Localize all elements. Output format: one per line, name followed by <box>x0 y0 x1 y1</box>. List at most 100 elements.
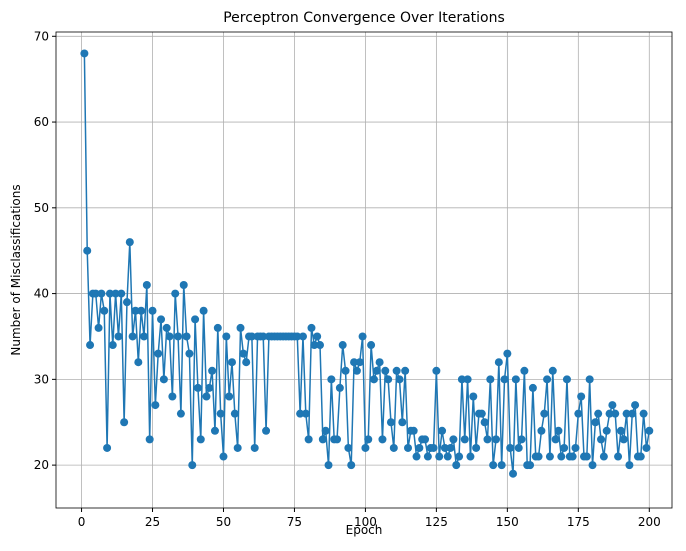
data-point <box>619 435 628 444</box>
data-point <box>367 341 376 350</box>
data-point <box>242 358 251 367</box>
data-point <box>369 375 378 384</box>
data-point <box>361 443 370 452</box>
data-point <box>636 452 645 461</box>
plot-frame <box>55 31 673 509</box>
data-point <box>154 349 163 358</box>
data-point <box>293 332 302 341</box>
data-point <box>582 452 591 461</box>
data-point <box>500 375 509 384</box>
x-tick-label: 100 <box>354 515 377 529</box>
data-point <box>398 418 407 427</box>
data-point <box>352 366 361 375</box>
data-point <box>568 452 577 461</box>
data-point <box>503 349 512 358</box>
data-point <box>230 409 239 418</box>
data-point <box>307 323 316 332</box>
data-point <box>628 409 637 418</box>
data-point <box>111 289 120 298</box>
data-point <box>250 443 259 452</box>
data-point <box>440 443 449 452</box>
data-point <box>404 443 412 452</box>
data-point <box>321 426 330 435</box>
data-point <box>86 341 95 350</box>
data-point <box>384 375 393 384</box>
y-tick-label: 50 <box>34 201 49 215</box>
data-point <box>313 332 322 341</box>
data-point <box>91 289 100 298</box>
data-point <box>108 341 117 350</box>
data-point <box>162 323 171 332</box>
data-point <box>639 409 648 418</box>
data-point <box>381 366 390 375</box>
data-point <box>296 409 305 418</box>
data-point <box>301 409 310 418</box>
data-point <box>642 443 651 452</box>
data-point <box>614 452 623 461</box>
data-point <box>389 443 398 452</box>
data-point <box>262 426 271 435</box>
data-point <box>80 49 89 58</box>
data-point <box>145 435 154 444</box>
x-tick-label: 50 <box>216 515 231 529</box>
data-point <box>449 435 458 444</box>
data-point <box>188 461 197 470</box>
data-point <box>134 358 143 367</box>
x-tick-label: 0 <box>78 515 86 529</box>
data-point <box>480 418 489 427</box>
data-point <box>625 461 634 470</box>
y-tick-label: 40 <box>34 287 49 301</box>
data-point <box>497 461 506 470</box>
data-point <box>412 452 421 461</box>
data-point <box>114 332 123 341</box>
data-point <box>210 426 219 435</box>
y-tick-label: 30 <box>34 372 49 386</box>
data-point <box>304 435 313 444</box>
x-tick-label: 125 <box>425 515 448 529</box>
data-point <box>103 443 112 452</box>
data-point <box>528 383 537 392</box>
data-point <box>117 289 126 298</box>
data-point <box>327 375 336 384</box>
data-point <box>571 443 580 452</box>
data-point <box>94 323 103 332</box>
data-point <box>446 443 455 452</box>
data-point <box>551 435 560 444</box>
data-point <box>375 358 384 367</box>
data-point <box>122 298 131 307</box>
data-point <box>452 461 461 470</box>
data-point <box>386 418 395 427</box>
data-point <box>128 332 137 341</box>
chart-title: Perceptron Convergence Over Iterations <box>223 10 505 26</box>
data-point <box>350 358 359 367</box>
data-point <box>588 461 597 470</box>
data-point <box>460 435 469 444</box>
data-point <box>395 375 404 384</box>
data-point <box>202 392 211 401</box>
data-point <box>423 452 432 461</box>
data-point <box>492 435 500 444</box>
data-point <box>540 409 549 418</box>
data-point <box>131 306 140 315</box>
data-point <box>509 469 518 478</box>
data-point <box>616 426 625 435</box>
x-tick-label: 200 <box>638 515 661 529</box>
y-tick-label: 60 <box>34 115 49 129</box>
data-point <box>421 435 430 444</box>
data-point <box>435 452 444 461</box>
data-point <box>543 375 552 384</box>
data-point <box>545 452 554 461</box>
data-point <box>378 435 387 444</box>
data-point <box>591 418 600 427</box>
data-point <box>560 443 569 452</box>
data-point <box>151 401 160 410</box>
data-point <box>645 426 654 435</box>
data-point <box>472 443 481 452</box>
data-point <box>608 401 617 410</box>
data-point <box>157 315 166 324</box>
data-point <box>511 375 520 384</box>
data-point <box>602 426 611 435</box>
data-point <box>341 366 350 375</box>
y-axis-label: Number of Misclassifications <box>9 184 23 355</box>
